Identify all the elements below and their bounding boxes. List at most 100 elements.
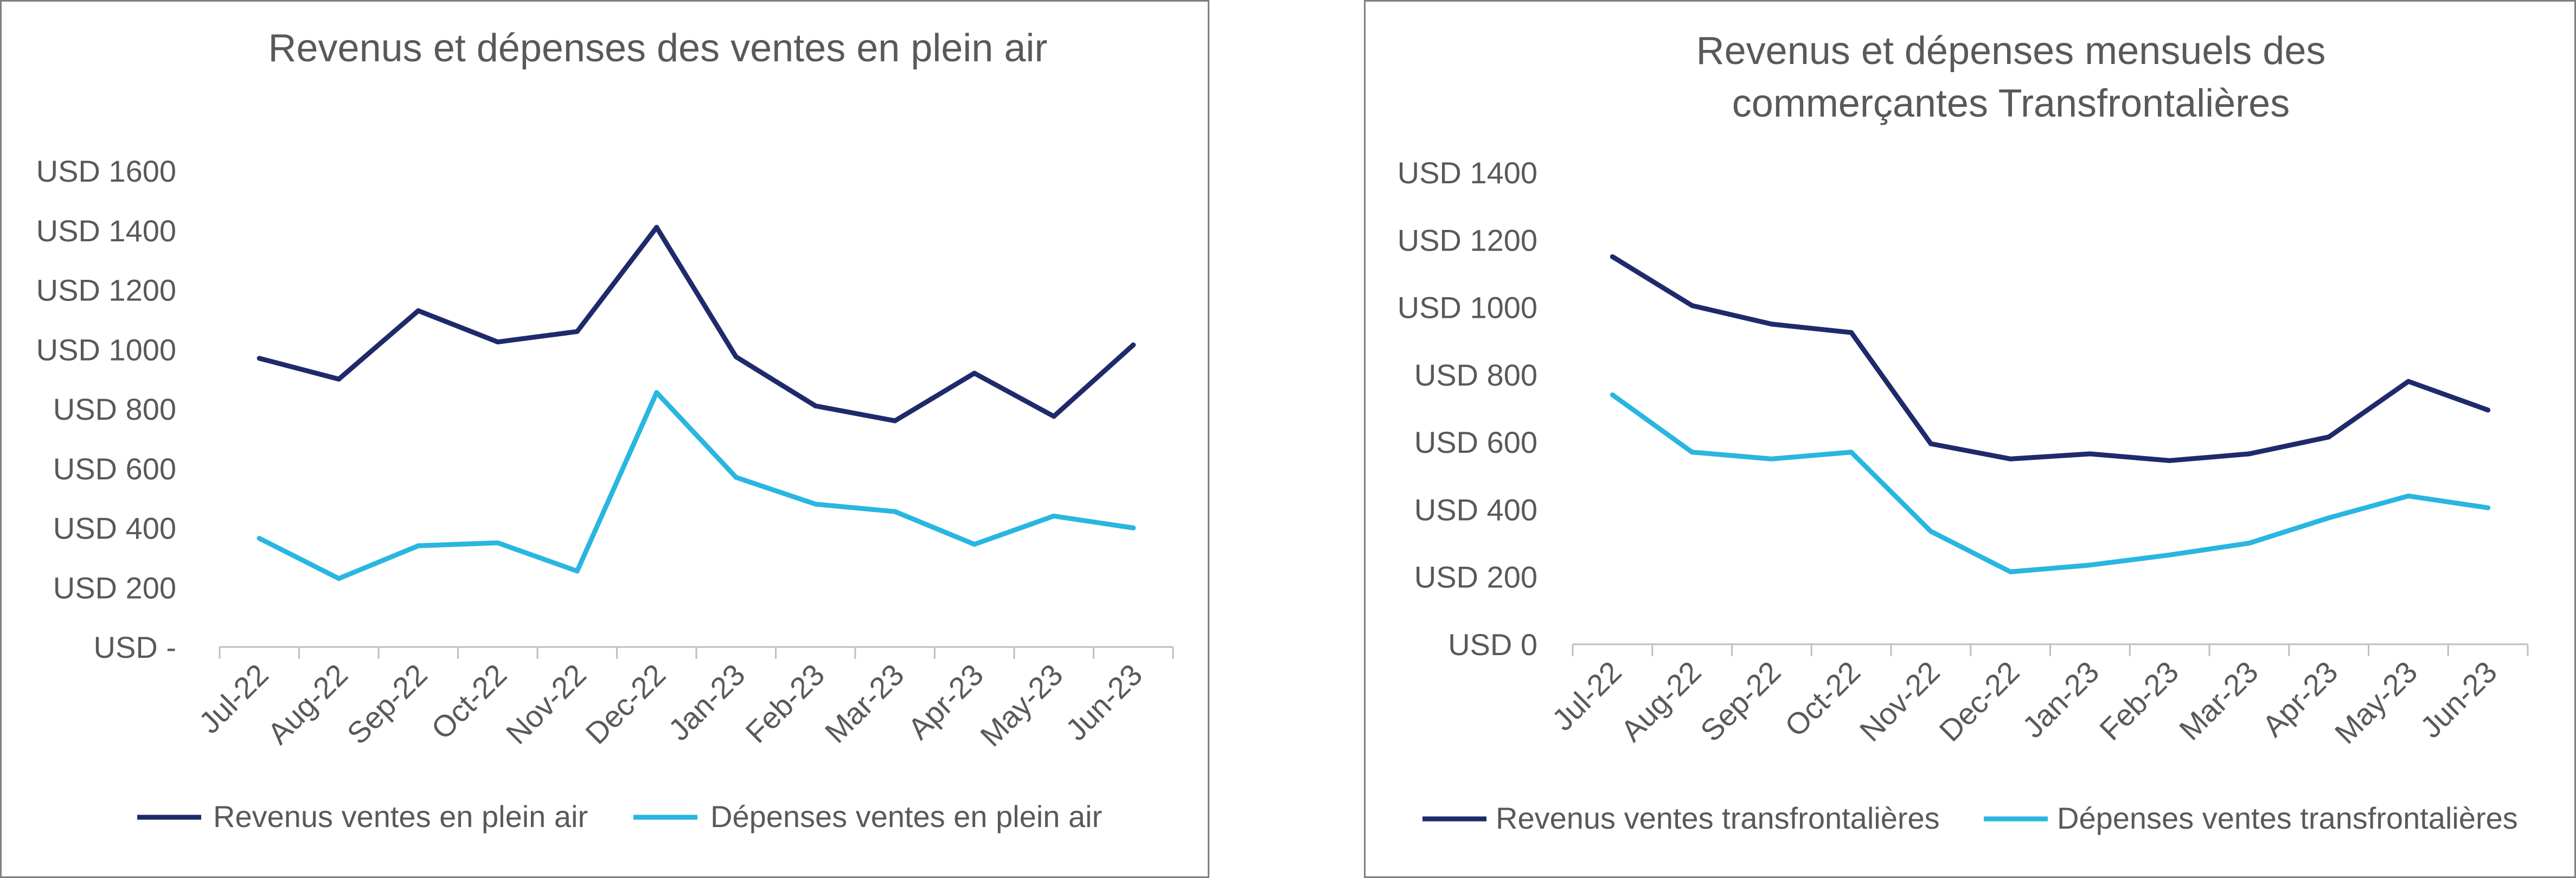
y-tick-label: USD 1200 (1398, 223, 1537, 257)
legend-label: Dépenses ventes transfrontalières (2057, 801, 2518, 835)
y-tick-label: USD 600 (53, 452, 176, 486)
y-tick-label: USD 600 (1414, 425, 1537, 459)
data-point (972, 542, 977, 547)
y-tick-label: USD 1200 (36, 273, 176, 307)
data-point (813, 403, 818, 409)
y-tick-label: USD 1000 (36, 332, 176, 367)
y-tick-label: USD 400 (1414, 492, 1537, 527)
data-point (2167, 458, 2173, 463)
data-point (495, 339, 501, 345)
y-tick-label: USD 0 (1448, 627, 1537, 662)
x-tick-label: Nov-22 (499, 657, 593, 751)
x-tick-label: Oct-22 (425, 657, 513, 746)
data-point (2087, 451, 2093, 457)
data-point (415, 543, 421, 548)
y-tick-label: USD 800 (1414, 358, 1537, 392)
data-point (1051, 514, 1056, 519)
x-tick-label: Dec-22 (579, 657, 672, 751)
data-point (1131, 342, 1136, 348)
series-line-1 (1610, 254, 2491, 463)
data-point (415, 308, 421, 313)
data-point (1849, 450, 1854, 455)
y-tick-label: USD 1000 (1398, 291, 1537, 325)
data-point (1689, 450, 1695, 455)
x-tick-label: May-23 (2328, 655, 2424, 751)
data-point (336, 376, 342, 382)
data-point (972, 370, 977, 376)
data-point (1051, 414, 1056, 419)
data-point (2406, 494, 2411, 499)
data-point (1131, 525, 1136, 530)
x-tick-label: Jun-23 (2413, 655, 2503, 745)
data-point (733, 475, 739, 480)
legend-label: Revenus ventes transfrontalières (1496, 801, 1940, 835)
data-point (2008, 569, 2013, 574)
x-tick-label: Aug-22 (1614, 655, 1707, 748)
x-tick-label: Sep-22 (1694, 655, 1787, 748)
data-point (1849, 330, 1854, 335)
data-point (2167, 552, 2173, 557)
data-point (2485, 505, 2491, 510)
chart-title: Revenus et dépenses mensuels des (1696, 29, 2326, 73)
series-line-2 (1610, 392, 2491, 574)
x-tick-label: Dec-22 (1932, 655, 2026, 748)
data-point (257, 536, 262, 541)
x-tick-label: Oct-22 (1778, 655, 1867, 743)
x-tick-label: May-23 (973, 657, 1069, 753)
data-point (1610, 254, 1615, 259)
chart-title: Revenus et dépenses des ventes en plein … (268, 27, 1048, 70)
data-point (892, 418, 898, 424)
chart-panel-left: Revenus et dépenses des ventes en plein … (0, 0, 1209, 878)
series-line-1 (257, 225, 1136, 424)
y-tick-label: USD 200 (1414, 560, 1537, 594)
data-point (733, 354, 739, 360)
data-point (495, 540, 501, 546)
legend-label: Revenus ventes en plein air (213, 799, 588, 834)
data-point (1769, 322, 1774, 327)
data-point (1928, 529, 1933, 534)
y-tick-label: USD 1600 (36, 154, 176, 188)
data-point (654, 225, 659, 230)
series-line-2 (257, 390, 1136, 581)
y-tick-label: USD 1400 (36, 214, 176, 248)
y-tick-label: USD - (94, 630, 176, 664)
x-tick-label: Feb-23 (2093, 655, 2185, 747)
legend-label: Dépenses ventes en plein air (710, 799, 1102, 834)
data-point (2246, 451, 2252, 457)
data-point (2087, 562, 2093, 568)
data-point (1689, 303, 1695, 308)
data-point (813, 502, 818, 507)
data-point (654, 390, 659, 395)
data-point (257, 356, 262, 361)
y-tick-label: USD 1400 (1398, 156, 1537, 190)
data-point (2485, 407, 2491, 413)
x-tick-label: Mar-23 (818, 657, 911, 749)
data-point (892, 509, 898, 514)
y-tick-label: USD 800 (53, 392, 176, 426)
chart-panel-right: Revenus et dépenses mensuels des commerça… (1364, 0, 2576, 878)
chart-left: Revenus et dépenses des ventes en plein … (36, 27, 1174, 834)
y-tick-label: USD 400 (53, 511, 176, 546)
x-tick-label: Apr-23 (2255, 655, 2344, 743)
data-point (2246, 541, 2252, 546)
data-point (1928, 441, 1933, 446)
x-tick-label: Nov-22 (1853, 655, 1946, 748)
data-point (1610, 392, 1615, 398)
data-point (336, 576, 342, 581)
x-tick-label: Jan-23 (662, 657, 752, 747)
data-point (2326, 434, 2331, 440)
x-tick-label: Jan-23 (2016, 655, 2106, 745)
y-tick-label: USD 200 (53, 571, 176, 605)
x-tick-label: Mar-23 (2173, 655, 2265, 747)
x-tick-label: Sep-22 (340, 657, 433, 751)
chart-title: commerçantes Transfrontalières (1732, 82, 2290, 125)
data-point (574, 329, 580, 334)
data-point (2008, 456, 2013, 462)
data-point (1769, 456, 1774, 462)
x-tick-label: Jun-23 (1059, 657, 1149, 747)
data-point (2326, 515, 2331, 521)
data-point (574, 568, 580, 574)
x-tick-label: Feb-23 (739, 657, 831, 749)
x-tick-label: Aug-22 (261, 657, 354, 751)
data-point (2406, 379, 2411, 384)
